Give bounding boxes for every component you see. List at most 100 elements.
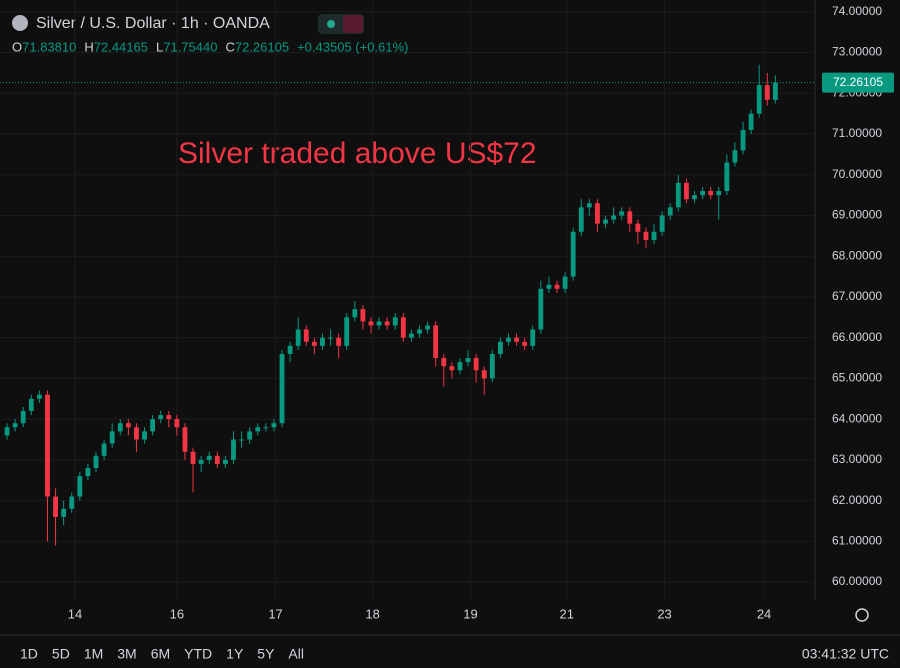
y-tick-label: 61.00000 [832,534,882,548]
candle-body [425,325,431,330]
ohlc-value: 71.83810 [22,39,76,54]
candle-body [473,358,479,371]
candle-body [408,333,414,338]
annotation: Silver traded above US$72 [178,137,537,170]
candle-body [239,439,245,441]
range-button[interactable]: 1D [20,646,38,662]
candle-body [134,427,139,440]
candle-body [554,284,560,289]
symbol-icon [12,15,28,31]
candle-body [433,325,439,359]
range-button[interactable]: 1Y [226,646,244,662]
range-button[interactable]: YTD [184,646,212,662]
candle-body [611,215,617,220]
candle-body [441,358,447,367]
candle-body [166,415,172,420]
candle-body [117,423,123,432]
candle-body [627,211,633,224]
y-tick-label: 64.00000 [832,411,882,425]
candle-body [320,337,325,346]
candle-body [158,415,164,420]
candle-body [206,455,212,460]
candle-body [125,423,131,428]
candle-body [595,203,600,224]
x-tick-label: 14 [68,606,82,621]
y-tick-label: 60.00000 [832,574,882,588]
y-tick-label: 70.00000 [832,167,882,181]
candle-body [481,370,487,379]
range-button[interactable]: 3M [117,646,136,662]
candle-body [45,394,50,497]
candle-body [522,341,528,346]
candle-body [101,443,107,456]
candle-body [174,419,180,428]
candle-body [530,329,536,346]
candle-body [772,82,778,100]
settings-icon[interactable] [855,608,869,622]
y-tick-label: 74.00000 [832,4,882,18]
candle-body [376,321,382,326]
range-button[interactable]: 5D [52,646,70,662]
grid [0,0,815,600]
chart-title: Silver / U.S. Dollar · 1h · OANDA [36,15,270,32]
range-button[interactable]: All [288,646,304,662]
candle-body [635,223,641,232]
candle-body [28,398,34,411]
candle-body [69,496,75,509]
candle-body [465,358,471,363]
candle-body [603,219,608,224]
candle-body [263,427,269,429]
candle-body [295,329,301,346]
y-tick-label: 63.00000 [832,452,882,466]
y-tick-label: 71.00000 [832,126,882,140]
candle-body [20,410,26,424]
candle-body [222,459,228,464]
ohlc-value: 72.26105 [235,39,289,54]
candle-body [708,191,714,196]
candle-body [4,427,10,436]
ohlc-key: H [84,39,93,54]
ohlc-value: 71.75440 [163,39,217,54]
candle-body [336,337,342,346]
candle-body [700,191,706,196]
candle-body [740,129,746,151]
candle-body [643,231,649,240]
candle-body [619,211,625,216]
candle-body [562,276,568,289]
candle-body [287,345,293,354]
candle-body [506,337,511,342]
candle-body [247,431,253,440]
y-tick-label: 66.00000 [832,330,882,344]
candle-body [12,423,18,428]
range-button[interactable]: 5Y [257,646,275,662]
last-price-label: 72.26105 [833,75,883,89]
ohlc-key: C [225,39,234,54]
candle-body [514,337,519,342]
y-tick-label: 68.00000 [832,248,882,262]
candle-body [85,468,91,477]
x-tick-label: 17 [268,606,282,621]
y-tick-label: 67.00000 [832,289,882,303]
x-tick-label: 23 [657,606,671,621]
x-tick-label: 16 [170,606,184,621]
y-tick-label: 69.00000 [832,208,882,222]
candle-body [586,203,592,208]
candle-body [214,455,220,464]
candle-body [328,337,333,339]
candle-body [756,85,762,114]
ohlc-value: 72.44165 [94,39,148,54]
candle-body [61,508,67,517]
candle-body [150,419,156,432]
y-tick-label: 62.00000 [832,493,882,507]
range-button[interactable]: 6M [151,646,170,662]
candle-body [231,439,236,460]
candle-body [570,231,576,277]
range-button[interactable]: 1M [84,646,103,662]
candle-body [352,309,358,318]
candle-body [497,341,503,354]
candle-body [692,195,697,200]
candle-body [538,288,544,330]
x-tick-label: 24 [757,606,771,621]
